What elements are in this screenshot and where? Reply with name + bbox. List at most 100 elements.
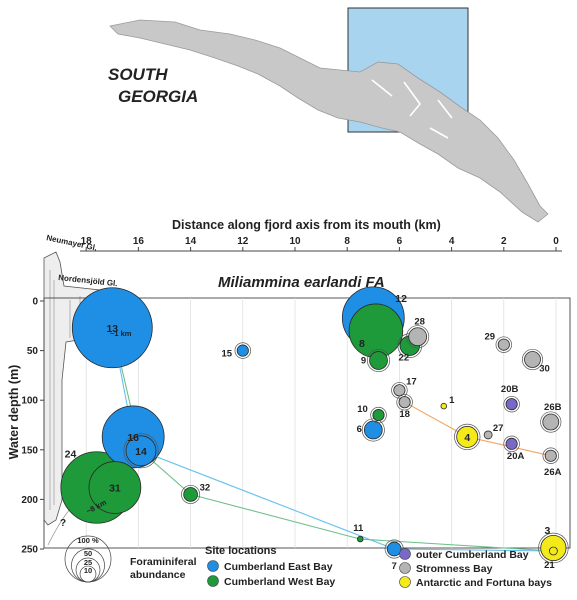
site-point-ring xyxy=(503,395,520,413)
site-point-28 xyxy=(408,327,428,347)
site-point-7 xyxy=(386,541,402,557)
y-tick-label: 0 xyxy=(32,297,38,308)
site-point-32 xyxy=(183,487,198,502)
top-tick-label: 0 xyxy=(553,236,559,247)
site-label-27: 27 xyxy=(493,423,504,434)
legend-swatch-afb xyxy=(399,576,411,588)
legend-swatch-sb xyxy=(399,562,411,574)
site-point-10 xyxy=(372,409,385,422)
abundance-caption-line2: abundance xyxy=(130,569,186,581)
site-label-30: 30 xyxy=(539,364,550,375)
site-point-9 xyxy=(369,351,388,370)
y-tick-label: 50 xyxy=(27,346,39,357)
site-point-4 xyxy=(456,425,479,448)
abundance-circle xyxy=(79,565,97,583)
site-label-9: 9 xyxy=(361,356,366,367)
site-label-12: 12 xyxy=(395,293,407,305)
site-label-28: 28 xyxy=(414,317,425,328)
legend-label-cwb: Cumberland West Bay xyxy=(224,576,335,588)
site-point-ring xyxy=(396,393,413,411)
site-label-18: 18 xyxy=(399,409,410,420)
legend-label-afb: Antarctic and Fortuna bays xyxy=(416,577,552,589)
site-label-4: 4 xyxy=(464,432,470,444)
site-label-26a: 26A xyxy=(544,467,562,478)
y-axis: 0 50 100 150 200 250 xyxy=(21,297,44,556)
y-tick-label: 100 xyxy=(21,396,38,407)
abundance-value: 100 % xyxy=(77,536,99,545)
site-label-20b: 20B xyxy=(501,384,519,395)
site-point-21 xyxy=(548,546,558,556)
top-tick-label: 18 xyxy=(81,236,93,247)
legend-label-ceb: Cumberland East Bay xyxy=(224,561,333,573)
site-label-14: 14 xyxy=(135,446,147,458)
site-point-11 xyxy=(357,535,364,543)
abundance-value: 10 xyxy=(84,566,92,575)
y-axis-label: Water depth (m) xyxy=(7,365,21,460)
site-label-8: 8 xyxy=(359,338,365,350)
site-point-14 xyxy=(125,435,157,467)
trend-lines xyxy=(111,327,554,552)
site-label-22: 22 xyxy=(399,353,410,364)
top-axis-label: Distance along fjord axis from its mouth… xyxy=(172,218,441,232)
top-tick-label: 16 xyxy=(133,236,145,247)
site-point-ring xyxy=(503,435,520,453)
plot-frame xyxy=(43,250,571,549)
site-point-29 xyxy=(497,338,510,351)
abundance-caption-line1: Foraminiferal xyxy=(130,556,197,568)
site-label-31: 31 xyxy=(109,482,121,494)
top-tick-label: 12 xyxy=(237,236,249,247)
site-label-7: 7 xyxy=(392,561,397,572)
site-label-3: 3 xyxy=(544,525,550,537)
site-point-ring xyxy=(495,336,513,353)
abundance-value: 50 xyxy=(84,549,92,558)
legend-swatch-ocb xyxy=(399,548,411,560)
top-tick-label: 4 xyxy=(449,236,455,247)
site-point-ring xyxy=(367,349,391,373)
top-tick-label: 14 xyxy=(185,236,197,247)
abundance-value: 25 xyxy=(84,558,92,567)
site-point-18 xyxy=(398,396,411,409)
map-title-line2: GEORGIA xyxy=(118,87,198,106)
top-tick-label: 8 xyxy=(344,236,350,247)
legend-swatch-cwb xyxy=(207,575,219,587)
site-point-ring xyxy=(181,484,201,504)
site-point-ring xyxy=(538,532,569,564)
y-tick-label: 250 xyxy=(21,545,38,556)
site-label-17: 17 xyxy=(406,376,417,387)
site-label-10: 10 xyxy=(357,404,368,415)
legend-label-sb: Stromness Bay xyxy=(416,563,493,575)
site-label-6: 6 xyxy=(357,424,362,435)
site-point-ring xyxy=(406,325,430,349)
site-point-ring xyxy=(123,433,159,469)
site-point-27 xyxy=(483,430,493,440)
site-point-13 xyxy=(71,287,153,369)
site-label-16: 16 xyxy=(127,432,139,444)
site-point-31 xyxy=(88,461,142,514)
site-legend: Cumberland East Bay Cumberland West Bay ou… xyxy=(207,548,552,589)
y-tick-label: 150 xyxy=(21,445,38,456)
island-shape xyxy=(109,19,549,223)
site-point-15 xyxy=(236,344,249,357)
site-point-ring xyxy=(361,418,385,442)
site-point-26a xyxy=(544,449,557,462)
island-fjords xyxy=(371,79,453,139)
site-point-ring xyxy=(521,348,544,371)
site-point-ring xyxy=(542,447,559,464)
trend-line xyxy=(111,327,554,552)
top-tick-label: 6 xyxy=(397,236,403,247)
site-point-6 xyxy=(363,420,383,440)
top-axis: 18 16 14 12 10 8 6 4 2 0 xyxy=(81,236,559,251)
site-point-20b xyxy=(505,398,518,411)
site-point-ring xyxy=(540,411,562,433)
plot-border xyxy=(43,297,571,549)
site-label-13: 13 xyxy=(106,323,118,335)
site-point-30 xyxy=(524,351,541,368)
site-label-20a: 20A xyxy=(507,451,525,462)
site-label-21: 21 xyxy=(544,560,555,571)
site-point-ring xyxy=(234,342,252,359)
site-point-ring xyxy=(454,423,481,451)
site-label-26b: 26B xyxy=(544,402,562,413)
legend-swatch-ceb xyxy=(207,560,219,572)
south-georgia-map: SOUTH GEORGIA xyxy=(108,7,549,223)
